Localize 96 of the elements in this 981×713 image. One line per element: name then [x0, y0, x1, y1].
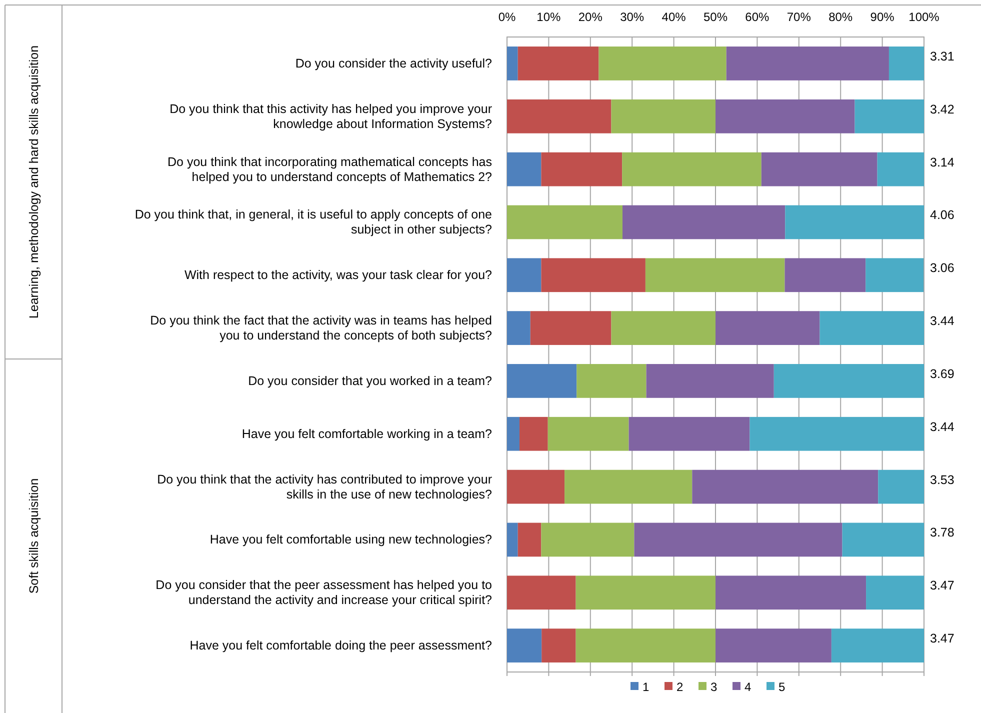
bar — [784, 258, 866, 292]
bar — [576, 576, 716, 610]
text: 4.06 — [930, 208, 954, 222]
bar — [548, 416, 629, 451]
bar — [507, 258, 542, 292]
legend-label: 5 — [778, 680, 786, 694]
bar — [507, 364, 577, 398]
bar — [622, 205, 786, 240]
text: 3.06 — [930, 261, 954, 276]
bar — [866, 576, 924, 610]
bar — [507, 416, 520, 451]
legend-label: 4 — [744, 680, 752, 694]
bar — [716, 311, 820, 345]
text: 3.47 — [930, 632, 954, 646]
legend-label: 3 — [710, 680, 718, 694]
y-tick-label: Do you consider the activity useful? — [295, 56, 492, 70]
y-tick-label: Do you think the fact that the activity was in teams has helped you to understand the concepts of both subjects? — [150, 314, 492, 343]
bar — [530, 311, 612, 345]
text: Soft skills acquisition — [27, 478, 41, 594]
bar — [507, 46, 518, 80]
y-tick-label: Have you felt comfortable working in a team? — [242, 426, 492, 441]
bar — [888, 46, 924, 80]
y-tick-label: Do you think that the activity has contributed to improve your skills in the use of new technologies? — [157, 472, 492, 502]
bar — [576, 628, 716, 662]
x-tick-label: 30% — [620, 10, 644, 24]
bar — [507, 628, 542, 662]
text: 3.78 — [930, 526, 954, 540]
bar — [854, 99, 924, 134]
bar — [518, 522, 542, 557]
bar — [541, 258, 646, 292]
y-tick-label: Do you think that, in general, it is useful to apply concepts of one subject in other subjects? — [134, 208, 492, 237]
x-tick-label: 60% — [745, 10, 770, 24]
y-tick-label: Do you consider that the peer assessment has helped you to understand the activity and increase your critical spirit? — [156, 578, 492, 608]
x-tick-label: 100% — [908, 10, 940, 24]
bar — [507, 99, 612, 134]
x-tick-label: 90% — [870, 10, 895, 24]
bar — [611, 99, 716, 134]
text: 3.44 — [930, 314, 954, 328]
bar — [820, 311, 924, 345]
bar — [646, 364, 774, 398]
x-tick-label: 50% — [703, 10, 728, 24]
text: 3.31 — [930, 49, 954, 64]
text: Learning, methodology and hard skills acquisition — [27, 45, 41, 319]
bar — [518, 46, 599, 80]
x-tick-label: 80% — [828, 10, 853, 24]
y-tick-label: Do you think that incorporating mathematical concepts has helped you to understand concepts of Mathematics 2? — [168, 154, 492, 184]
bar — [564, 470, 692, 504]
bar — [576, 364, 646, 398]
y-tick-label: Do you consider that you worked in a team? — [248, 374, 492, 388]
bar — [761, 152, 878, 186]
x-tick-label: 0% — [498, 10, 516, 24]
bar — [622, 152, 762, 186]
bar — [507, 152, 542, 186]
bar — [866, 258, 924, 292]
bar — [611, 311, 716, 345]
bar — [774, 364, 924, 398]
text: 3.69 — [930, 366, 954, 381]
bar — [634, 522, 842, 557]
text: 3.47 — [930, 578, 954, 593]
bar — [877, 152, 924, 186]
x-tick-label: 70% — [786, 10, 812, 24]
bar — [507, 470, 565, 504]
bar — [716, 628, 832, 662]
bar — [842, 522, 924, 557]
legend-label: 1 — [642, 680, 650, 694]
y-tick-label: Do you think that this activity has helped you improve your knowledge about Information Systems? — [170, 102, 492, 131]
bar — [726, 46, 889, 80]
bar — [628, 416, 750, 451]
bar — [716, 99, 855, 134]
bar — [831, 628, 924, 662]
bar — [507, 522, 518, 557]
y-tick-label: Have you felt comfortable doing the peer assessment? — [190, 638, 492, 653]
bar — [520, 416, 548, 451]
x-tick-label: 20% — [578, 10, 603, 24]
bar — [542, 628, 576, 662]
y-tick-label: With respect to the activity, was your task clear for you? — [184, 268, 492, 282]
bar — [750, 416, 924, 451]
bar — [541, 152, 622, 186]
text: 3.14 — [930, 155, 954, 170]
text: 3.44 — [930, 420, 954, 434]
x-tick-label: 10% — [536, 10, 562, 24]
legend-label: 2 — [676, 680, 684, 694]
y-tick-label: Have you felt comfortable using new technologies? — [210, 532, 492, 547]
bar — [645, 258, 785, 292]
text: 3.53 — [930, 472, 954, 487]
bar — [785, 205, 924, 240]
x-tick-label: 40% — [662, 10, 686, 24]
text: 3.42 — [930, 102, 954, 116]
bar — [692, 470, 878, 504]
bar — [598, 46, 726, 80]
bar — [507, 205, 623, 240]
bar — [878, 470, 924, 504]
bar — [507, 311, 530, 345]
bar — [541, 522, 634, 557]
bar — [507, 576, 576, 610]
bar — [716, 576, 866, 610]
